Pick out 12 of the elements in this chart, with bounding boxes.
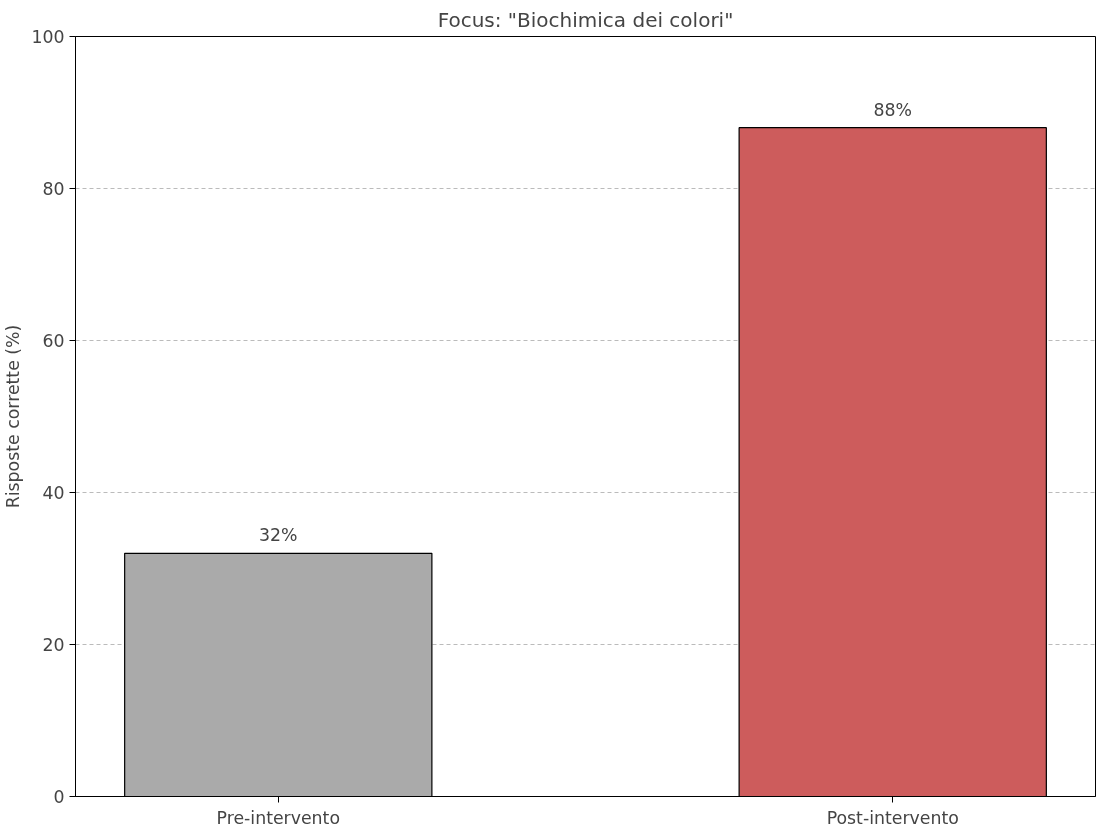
y-tick-label: 40 bbox=[42, 483, 65, 503]
y-tick-label: 80 bbox=[42, 179, 65, 199]
x-tick-label: Pre-intervento bbox=[216, 807, 341, 828]
data-label: 88% bbox=[873, 99, 912, 120]
y-tick-label: 0 bbox=[53, 787, 65, 807]
y-tick-label: 100 bbox=[31, 27, 65, 47]
data-label: 32% bbox=[259, 525, 298, 546]
x-tick-label: Post-intervento bbox=[826, 807, 959, 828]
y-tick-label: 20 bbox=[42, 635, 65, 655]
chart-title: Focus: "Biochimica dei colori" bbox=[437, 7, 734, 32]
y-tick-label: 60 bbox=[42, 331, 65, 351]
y-axis-title: Risposte corrette (%) bbox=[3, 324, 24, 509]
